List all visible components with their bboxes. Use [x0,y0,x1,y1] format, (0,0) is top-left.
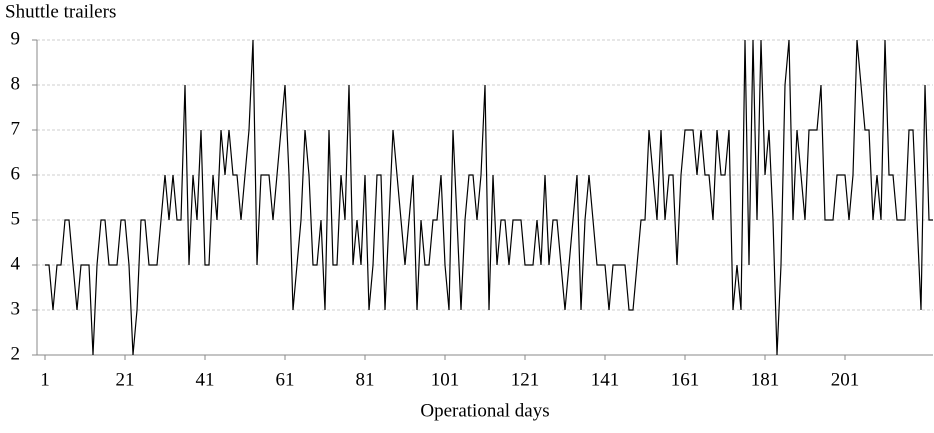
x-tick-label: 201 [831,369,860,390]
y-tick-label: 6 [11,163,21,184]
x-tick-label: 21 [116,369,135,390]
x-axis-label: Operational days [420,400,549,421]
x-tick-label: 161 [671,369,700,390]
x-tick-label: 41 [196,369,215,390]
y-tick-label: 2 [11,343,21,364]
x-tick-label: 1 [40,369,50,390]
line [45,39,933,356]
x-tick-label: 121 [511,369,540,390]
x-tick-label: 141 [591,369,620,390]
y-tick-label: 7 [11,118,21,139]
y-tick-label: 9 [11,28,21,49]
x-tick-label: 61 [276,369,295,390]
y-tick-label: 4 [11,253,21,274]
y-tick-label: 5 [11,208,21,229]
y-tick-label: 3 [11,298,21,319]
x-tick-label: 81 [356,369,375,390]
chart-title: Shuttle trailers [5,1,116,22]
x-tick-label: 181 [751,369,780,390]
x-tick-label: 101 [431,369,460,390]
y-tick-label: 8 [11,73,21,94]
